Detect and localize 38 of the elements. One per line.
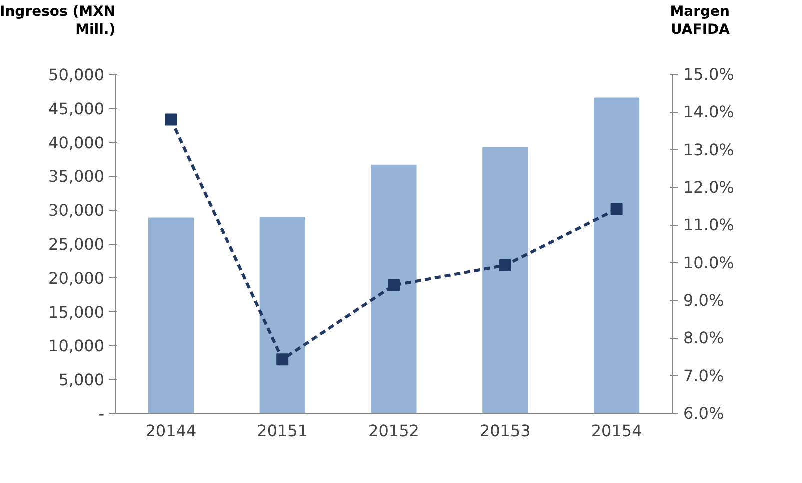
y-tick-label: 30,000 — [48, 201, 104, 220]
point — [165, 114, 178, 126]
y-tick-label: 50,000 — [48, 66, 104, 84]
y-tick-label: 10,000 — [48, 336, 104, 356]
x-tick-label: 20153 — [480, 422, 531, 440]
bar — [482, 147, 528, 414]
bar — [594, 98, 640, 414]
y-tick-label: - — [98, 404, 105, 424]
bar — [371, 164, 417, 414]
y2-tick-label: 12.0% — [684, 178, 734, 197]
y-tick-label: 20,000 — [48, 268, 104, 288]
y-tick-label: 25,000 — [48, 235, 104, 254]
x-tick-label: 20144 — [146, 422, 197, 440]
y-tick-label: 5,000 — [58, 370, 105, 390]
x-tick-label: 20154 — [591, 422, 642, 440]
y2-tick-label: 10.0% — [684, 253, 734, 272]
bar — [148, 218, 194, 414]
y2-tick-label: 9.0% — [684, 291, 724, 310]
y2-tick-label: 15.0% — [684, 65, 734, 84]
y2-tick-label: 7.0% — [684, 366, 724, 386]
y2-tick-label: 14.0% — [684, 102, 734, 122]
y-tick-label: 40,000 — [48, 133, 104, 152]
point — [499, 259, 512, 272]
y-tick-label: 35,000 — [48, 167, 104, 186]
point — [276, 354, 289, 366]
y2-tick-label: 13.0% — [684, 140, 734, 160]
x-tick-label: 20152 — [368, 422, 420, 440]
y2-tick-label: 11.0% — [684, 216, 734, 235]
point — [388, 279, 400, 292]
y-tick-label: 15,000 — [48, 302, 104, 322]
y2-tick-label: 8.0% — [684, 328, 724, 348]
bar — [260, 217, 306, 414]
x-tick-label: 20151 — [257, 422, 308, 440]
y-axis-title: Ingresos (MXN Mill.) — [0, 4, 116, 39]
y2-axis-title: Margen UAFIDA — [670, 4, 730, 39]
y2-tick-label: 6.0% — [684, 404, 724, 423]
y-tick-label: 45,000 — [48, 99, 104, 118]
point — [610, 203, 623, 216]
